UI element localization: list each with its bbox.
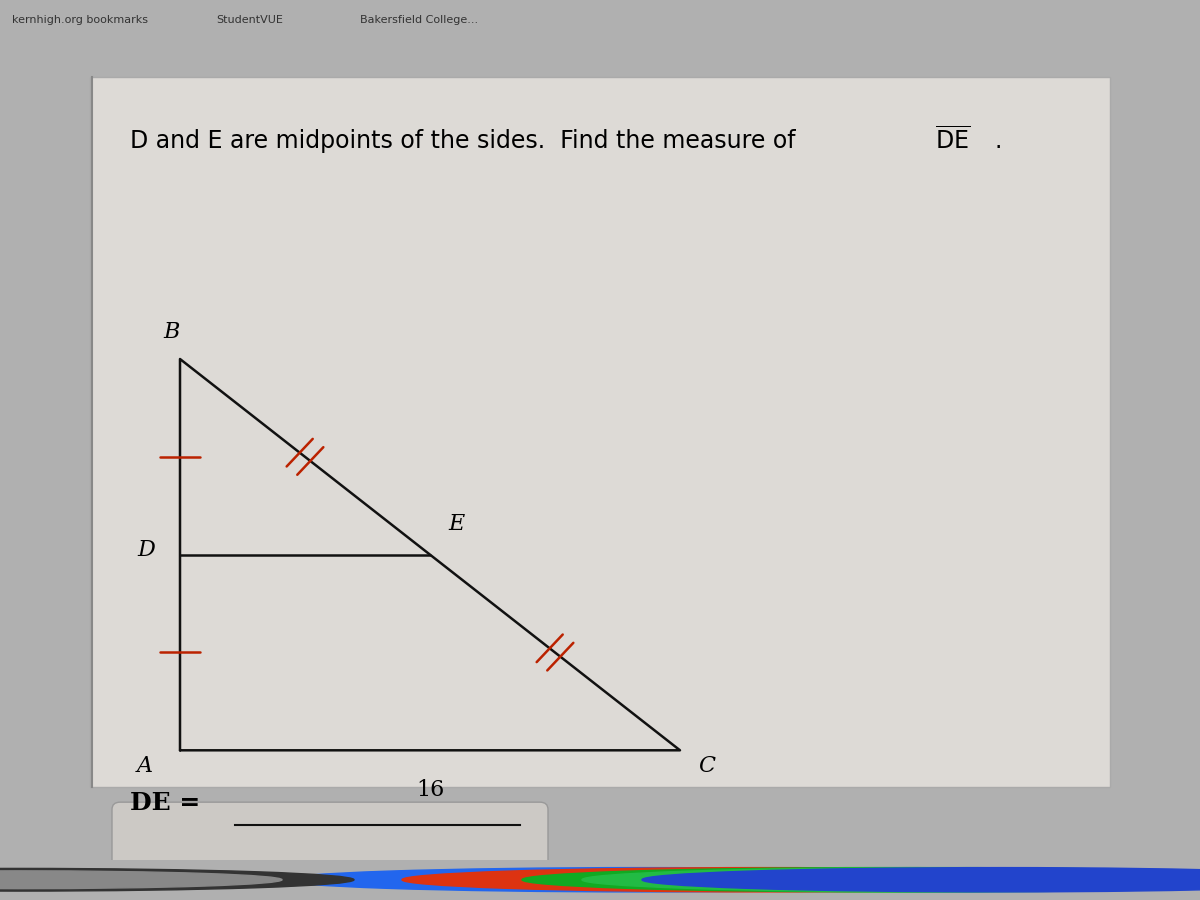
- FancyBboxPatch shape: [90, 76, 1110, 787]
- Circle shape: [522, 868, 1200, 892]
- Text: kernhigh.org bookmarks: kernhigh.org bookmarks: [12, 15, 148, 25]
- Text: C: C: [698, 755, 715, 777]
- Text: StudentVUE: StudentVUE: [216, 15, 283, 25]
- Text: DE =: DE =: [130, 791, 200, 815]
- Text: E: E: [448, 513, 464, 535]
- FancyBboxPatch shape: [112, 802, 548, 880]
- Text: B: B: [164, 320, 180, 343]
- Text: A: A: [137, 755, 154, 777]
- Text: D and E are midpoints of the sides.  Find the measure of: D and E are midpoints of the sides. Find…: [130, 129, 803, 153]
- Text: D: D: [137, 539, 155, 561]
- Text: Bakersfield College...: Bakersfield College...: [360, 15, 478, 25]
- Circle shape: [402, 868, 1122, 892]
- Text: .: .: [995, 129, 1002, 153]
- Circle shape: [0, 868, 354, 891]
- Circle shape: [642, 868, 1200, 892]
- Text: 16: 16: [416, 779, 444, 801]
- Circle shape: [0, 871, 282, 888]
- Circle shape: [282, 868, 1002, 892]
- Circle shape: [582, 868, 1200, 892]
- Text: $\overline{\mathrm{DE}}$: $\overline{\mathrm{DE}}$: [935, 127, 970, 154]
